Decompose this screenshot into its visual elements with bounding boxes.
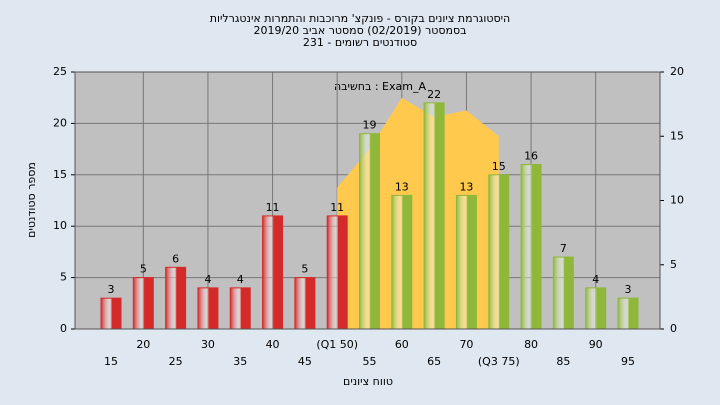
bar — [585, 287, 607, 330]
data-label: 5 — [140, 263, 147, 276]
x-tick-label: 40 — [266, 338, 280, 351]
x-tick-label: 20 — [136, 338, 150, 351]
bar — [197, 287, 219, 330]
x-tick-label: 35 — [233, 355, 247, 368]
x-tick-label: 95 — [621, 355, 635, 368]
x-tick-label: 70 — [459, 338, 473, 351]
bar — [262, 215, 284, 330]
data-label: 3 — [625, 283, 632, 296]
x-tick-label: 80 — [524, 338, 538, 351]
y-tick-label: 5 — [60, 271, 67, 284]
data-label: 3 — [108, 283, 115, 296]
y-tick-label: 15 — [53, 168, 67, 181]
y-tick-label: 0 — [60, 322, 67, 335]
data-label: 13 — [395, 180, 409, 193]
bar — [132, 277, 154, 330]
x-tick-label: 55 — [363, 355, 377, 368]
x-tick-label: (Q1 50) — [316, 338, 358, 351]
bar — [423, 102, 445, 330]
data-label: 6 — [172, 252, 179, 265]
y-tick-label: 10 — [53, 219, 67, 232]
x-tick-label: 65 — [427, 355, 441, 368]
y-tick-label: 20 — [53, 116, 67, 129]
data-label: 11 — [266, 201, 280, 214]
y2-tick-label: 20 — [670, 65, 684, 78]
y2-tick-label: 10 — [670, 194, 684, 207]
x-tick-label: 90 — [589, 338, 603, 351]
data-label: 4 — [237, 273, 244, 286]
data-label: 15 — [492, 160, 506, 173]
x-tick-label: 15 — [104, 355, 118, 368]
chart-subtitle: סטודנטים רשומים - 231 — [303, 36, 417, 49]
x-tick-label: 25 — [169, 355, 183, 368]
x-tick-label: 85 — [556, 355, 570, 368]
bar — [617, 297, 639, 330]
y-axis-label: מספר סטודנטים — [25, 162, 38, 238]
bar — [520, 164, 542, 330]
x-tick-label: 60 — [395, 338, 409, 351]
bar — [552, 256, 574, 330]
bar — [294, 277, 316, 330]
data-label: 19 — [363, 119, 377, 132]
data-label: 11 — [330, 201, 344, 214]
bar — [100, 297, 122, 330]
bar — [455, 194, 477, 330]
y2-tick-label: 0 — [670, 322, 677, 335]
annotation: בחשיבה : Exam_A — [334, 80, 426, 93]
chart-subtitle: בסמסטר (02/2019) סמסטר אביב 2019/20 — [253, 24, 466, 37]
bar — [165, 266, 187, 330]
x-tick-label: 30 — [201, 338, 215, 351]
data-label: 7 — [560, 242, 567, 255]
y2-tick-label: 5 — [670, 258, 677, 271]
data-label: 4 — [204, 273, 211, 286]
x-tick-label: 45 — [298, 355, 312, 368]
bar — [229, 287, 251, 330]
data-label: 22 — [427, 88, 441, 101]
data-label: 16 — [524, 150, 538, 163]
data-label: 4 — [592, 273, 599, 286]
bar — [488, 174, 510, 330]
x-axis-label: טווח ציונים — [343, 375, 393, 388]
bar — [326, 215, 348, 330]
y2-tick-label: 15 — [670, 129, 684, 142]
y-tick-label: 25 — [53, 65, 67, 78]
data-label: 13 — [459, 180, 473, 193]
bar — [391, 194, 413, 330]
bar — [359, 133, 380, 330]
data-label: 5 — [301, 263, 308, 276]
x-tick-label: (Q3 75) — [478, 355, 520, 368]
chart-title: היסטוגרמת ציונים בקורס - פונקצ' מרוכבות … — [210, 12, 511, 25]
plot-border — [74, 71, 661, 330]
